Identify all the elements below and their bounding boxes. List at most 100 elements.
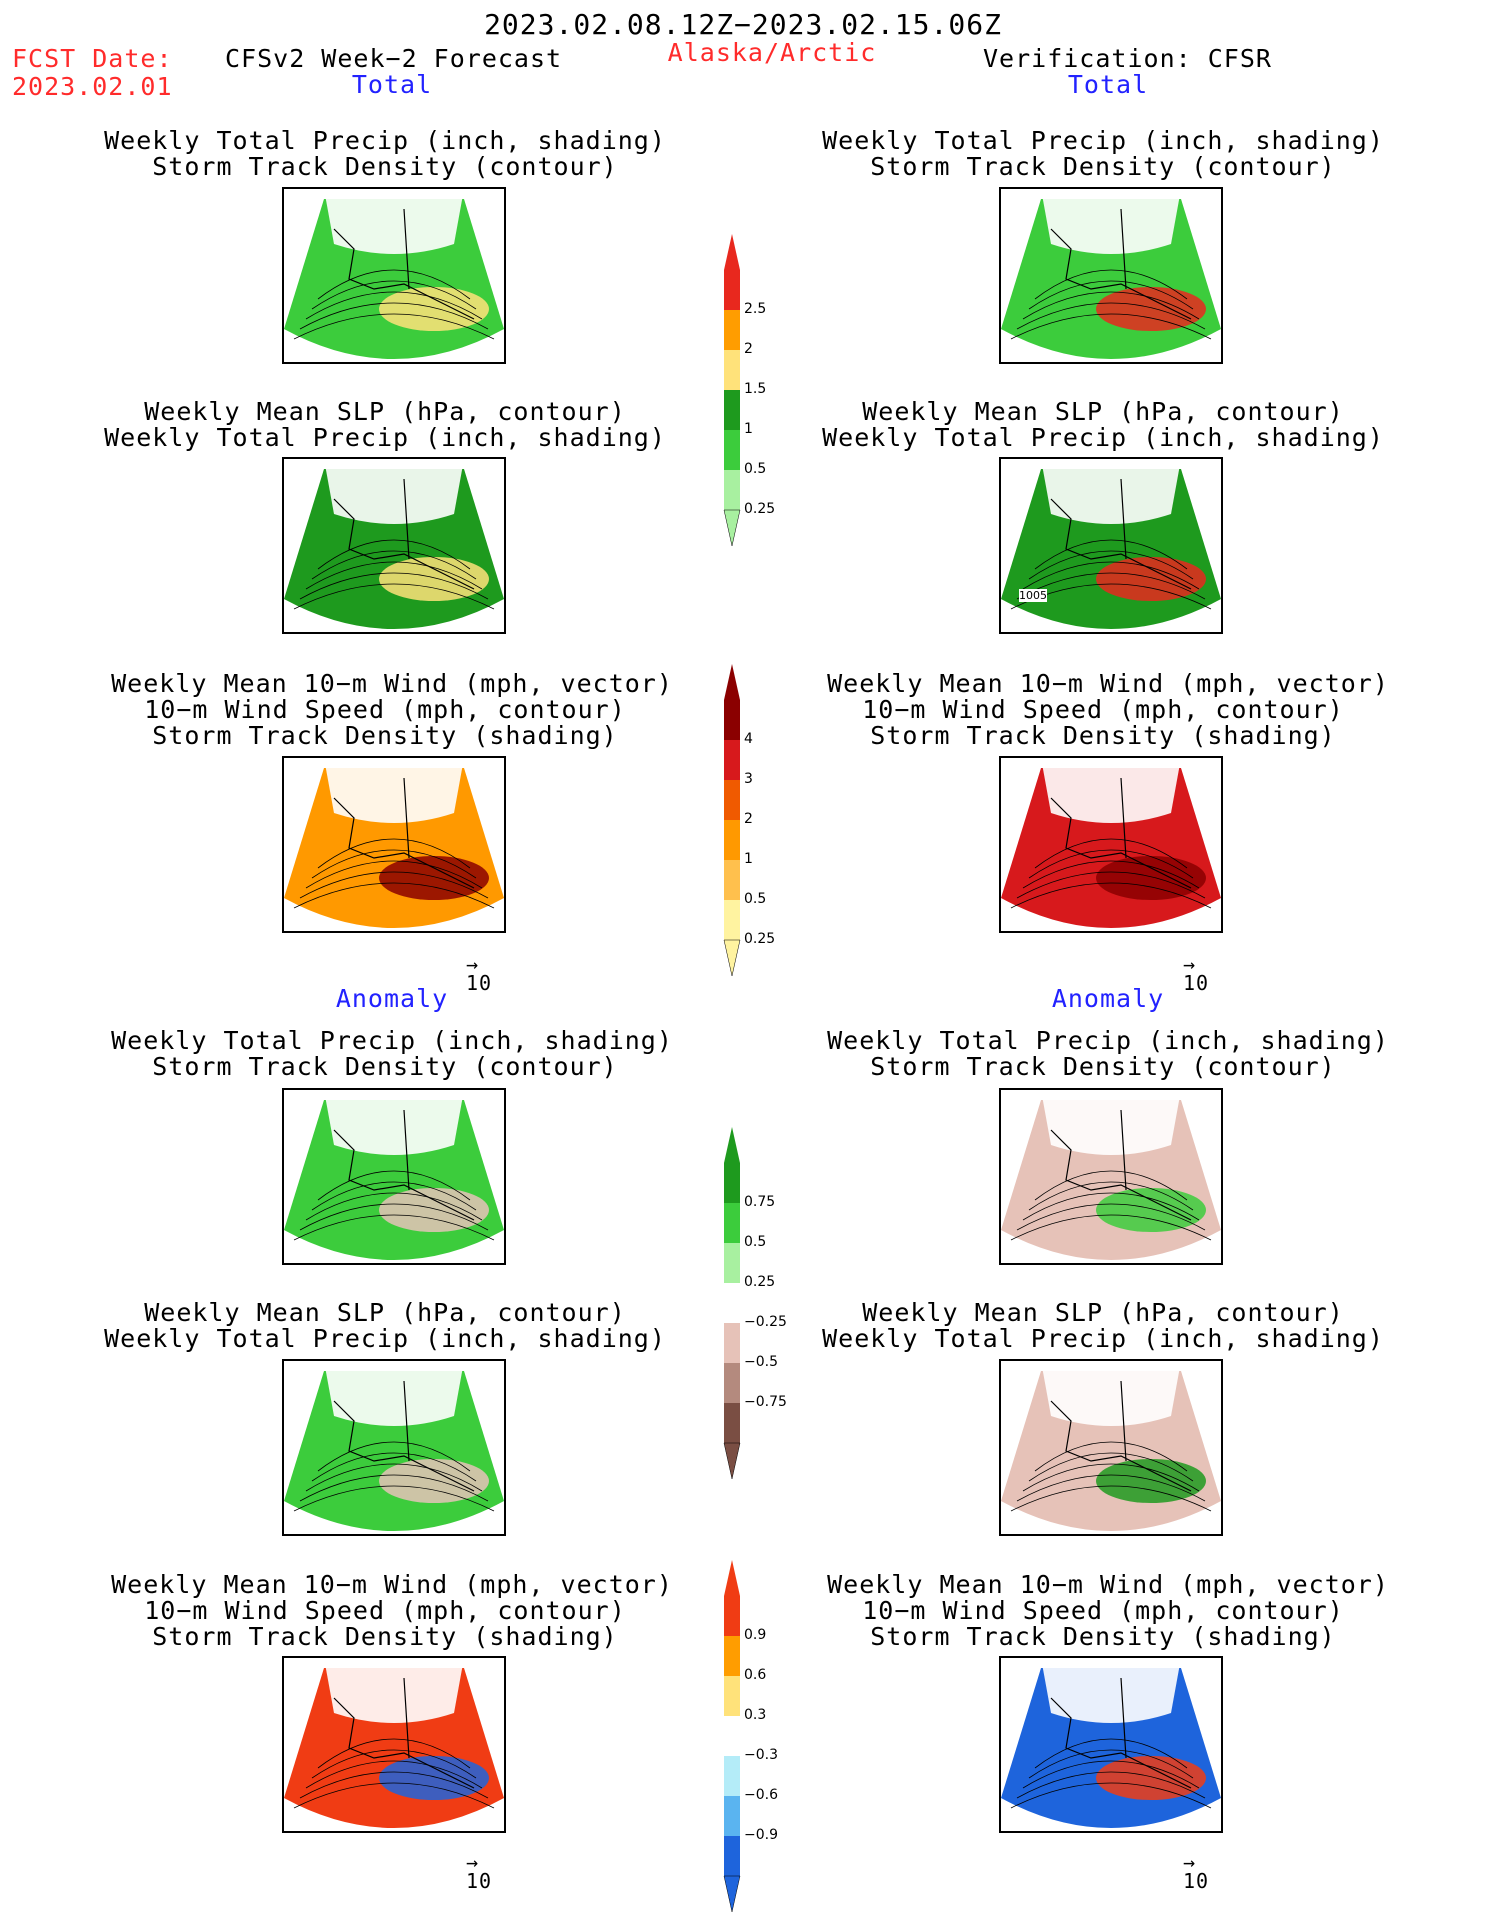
colorbar-tick-label: 1.5	[744, 381, 767, 397]
panel-title: Weekly Mean SLP (hPa, contour)	[862, 1298, 1344, 1327]
map-contour-line	[317, 1441, 471, 1472]
colorbar-top-triangle	[724, 664, 740, 700]
colorbar-bottom-triangle	[723, 509, 741, 547]
panel-title: Storm Track Density (contour)	[870, 152, 1336, 181]
map-panel-anom-right-2	[999, 1359, 1223, 1536]
colorbar-segment	[724, 1796, 740, 1836]
map-graphic	[284, 1361, 504, 1531]
map-coastline	[1050, 1109, 1192, 1221]
map-contour-line	[1034, 838, 1188, 869]
colorbar-tick-label: 4	[744, 731, 753, 747]
map-contour-line	[299, 572, 489, 600]
colorbar-tick-label: 0.3	[744, 1707, 767, 1723]
colorbar-segment	[724, 1756, 740, 1796]
colorbar-segment	[724, 1716, 740, 1756]
map-coastline	[333, 1677, 475, 1789]
colorbar-segment	[724, 270, 740, 310]
map-arctic-region	[324, 459, 464, 524]
panel-title: Storm Track Density (contour)	[870, 1052, 1336, 1081]
map-accent-shading	[1096, 1459, 1206, 1503]
map-contour-line	[311, 280, 477, 310]
panel-title: Weekly Mean SLP (hPa, contour)	[862, 397, 1344, 426]
map-accent-shading	[1096, 287, 1206, 331]
map-contour-line	[1010, 313, 1212, 340]
panel-title: 10−m Wind Speed (mph, contour)	[144, 695, 626, 724]
map-contour-line	[1034, 539, 1188, 570]
panel-title: Weekly Total Precip (inch, shading)	[822, 1324, 1384, 1353]
map-contour-line	[1022, 561, 1200, 590]
map-contour-line	[1034, 1441, 1188, 1472]
map-contour-line	[1010, 1485, 1212, 1512]
panel-title: Weekly Total Precip (inch, shading)	[111, 1026, 673, 1055]
map-panel-anom-left-3	[282, 1656, 506, 1833]
map-contour-line	[1016, 1771, 1206, 1799]
colorbar-tick-label: −0.6	[744, 1787, 778, 1803]
map-contour-line	[1028, 1181, 1194, 1211]
colorbar-top-triangle	[724, 1127, 740, 1163]
colorbar-segment	[724, 820, 740, 860]
map-graphic	[284, 189, 504, 359]
colorbar-top-triangle	[724, 1560, 740, 1596]
map-panel-total-left-3	[282, 756, 506, 933]
map-contour-line	[311, 849, 477, 879]
map-coastline	[1050, 1677, 1192, 1789]
verification-label: Verification: CFSR	[983, 44, 1272, 73]
colorbar-tick-label: 0.25	[744, 931, 776, 947]
map-contour-line	[1028, 1452, 1194, 1482]
colorbar-tick-label: −0.3	[744, 1747, 778, 1763]
vector-arrow-icon: →	[466, 952, 479, 976]
map-contour-line	[317, 269, 471, 300]
map-graphic	[1001, 758, 1221, 928]
colorbar-tick-label: 3	[744, 771, 753, 787]
map-coastline	[333, 1109, 475, 1221]
map-contour-line	[293, 1782, 495, 1809]
map-contour-line	[317, 838, 471, 869]
map-contour-line	[1016, 1203, 1206, 1231]
map-accent-shading	[379, 1459, 489, 1503]
colorbar-tick-label: 1	[744, 851, 753, 867]
colorbar-graphic	[723, 1560, 741, 1913]
panel-title: Weekly Total Precip (inch, shading)	[822, 423, 1384, 452]
vector-reference: 10	[466, 1869, 493, 1893]
map-accent-shading	[379, 1756, 489, 1800]
colorbar-graphic	[723, 664, 741, 977]
map-graphic	[284, 459, 504, 629]
panel-title: Weekly Mean SLP (hPa, contour)	[144, 397, 626, 426]
panel-title: Storm Track Density (contour)	[152, 1052, 618, 1081]
map-panel-anom-right-1	[999, 1088, 1223, 1265]
map-contour-line	[293, 1214, 495, 1241]
map-arctic-region	[324, 1361, 464, 1426]
map-contour-line	[311, 1452, 477, 1482]
colorbar-segment	[724, 860, 740, 900]
map-contour-line	[1034, 1170, 1188, 1201]
map-arctic-region	[324, 189, 464, 254]
map-panel-anom-left-2	[282, 1359, 506, 1536]
map-accent-shading	[379, 287, 489, 331]
map-graphic	[284, 758, 504, 928]
map-panel-anom-left-1	[282, 1088, 506, 1265]
map-contour-line	[1016, 572, 1206, 600]
map-graphic	[1001, 1658, 1221, 1828]
map-panel-total-right-2: 1005	[999, 457, 1223, 634]
map-coastline	[1050, 208, 1192, 320]
colorbar-tick-label: −0.9	[744, 1827, 778, 1843]
panel-title: Weekly Total Precip (inch, shading)	[104, 1324, 666, 1353]
map-contour-line	[299, 1203, 489, 1231]
map-contour-line	[305, 860, 483, 889]
colorbar-segment	[724, 390, 740, 430]
colorbar-segment	[724, 430, 740, 470]
panel-title: Storm Track Density (shading)	[152, 721, 618, 750]
colorbar-segment	[724, 780, 740, 820]
colorbar-segment	[724, 1596, 740, 1636]
map-coastline	[1050, 478, 1192, 590]
panel-title: Weekly Total Precip (inch, shading)	[827, 1026, 1389, 1055]
vector-arrow-icon: →	[466, 1850, 479, 1874]
section-anomaly-right: Anomaly	[1051, 984, 1165, 1013]
date-range-title: 2023.02.08.12Z−2023.02.15.06Z	[484, 8, 1002, 41]
map-accent-shading	[1096, 856, 1206, 900]
map-contour-line	[293, 882, 495, 909]
map-contour-line	[1010, 882, 1212, 909]
colorbar-segment	[724, 900, 740, 940]
map-arctic-region	[1041, 1658, 1181, 1723]
map-arctic-region	[1041, 1361, 1181, 1426]
